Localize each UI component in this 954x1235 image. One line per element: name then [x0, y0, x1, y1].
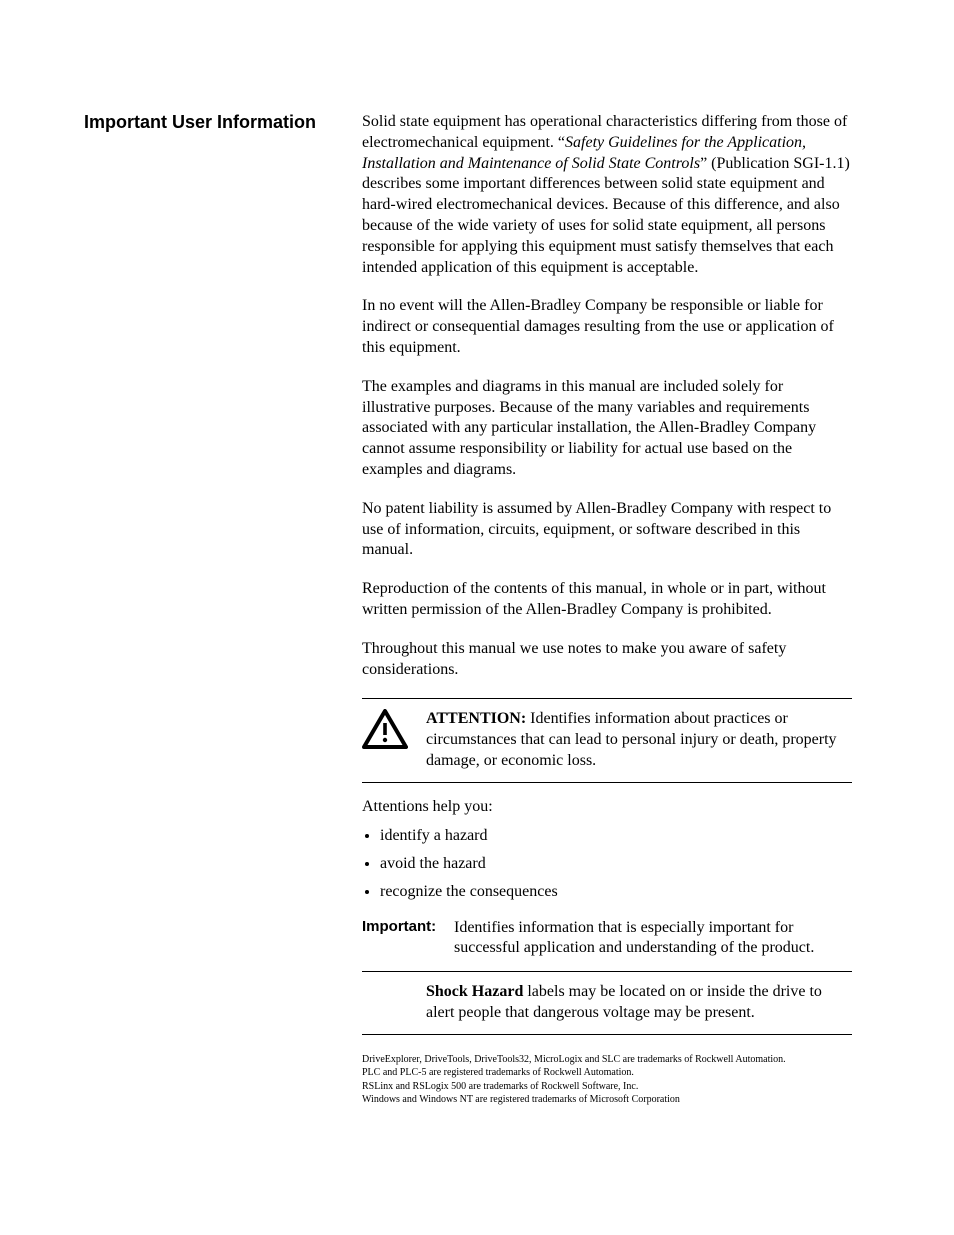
shock-hazard-box: Shock Hazard labels may be located on or…	[362, 971, 852, 1035]
list-item: recognize the consequences	[380, 880, 852, 904]
trademark-line: Windows and Windows NT are registered tr…	[362, 1093, 852, 1107]
trademark-line: PLC and PLC-5 are registered trademarks …	[362, 1066, 852, 1080]
paragraph-5: Reproduction of the contents of this man…	[362, 579, 852, 621]
attention-box: ATTENTION: Identifies information about …	[362, 698, 852, 782]
paragraph-4: No patent liability is assumed by Allen-…	[362, 499, 852, 561]
attentions-intro: Attentions help you:	[362, 797, 852, 818]
trademark-block: DriveExplorer, DriveTools, DriveTools32,…	[362, 1053, 852, 1107]
paragraph-3: The examples and diagrams in this manual…	[362, 377, 852, 481]
shock-text: Shock Hazard labels may be located on or…	[426, 982, 852, 1024]
bullet-list: identify a hazard avoid the hazard recog…	[362, 824, 852, 904]
attention-icon	[362, 709, 408, 754]
paragraph-1: Solid state equipment has operational ch…	[362, 112, 852, 278]
attention-label: ATTENTION:	[426, 710, 526, 727]
list-item: avoid the hazard	[380, 852, 852, 876]
trademark-line: RSLinx and RSLogix 500 are trademarks of…	[362, 1080, 852, 1094]
content-column: Solid state equipment has operational ch…	[362, 112, 852, 1107]
p1-text-b: ” (Publication SGI-1.1) describes some i…	[362, 155, 850, 276]
trademark-line: DriveExplorer, DriveTools, DriveTools32,…	[362, 1053, 852, 1067]
paragraph-6: Throughout this manual we use notes to m…	[362, 639, 852, 681]
important-label: Important:	[362, 918, 454, 935]
list-item: identify a hazard	[380, 824, 852, 848]
paragraph-2: In no event will the Allen-Bradley Compa…	[362, 296, 852, 358]
attention-text: ATTENTION: Identifies information about …	[426, 709, 852, 771]
page: Important User Information Solid state e…	[0, 0, 954, 1167]
important-text: Identifies information that is especiall…	[454, 918, 852, 960]
important-row: Important: Identifies information that i…	[362, 918, 852, 960]
section-heading: Important User Information	[84, 112, 344, 133]
shock-label: Shock Hazard	[426, 983, 523, 1000]
